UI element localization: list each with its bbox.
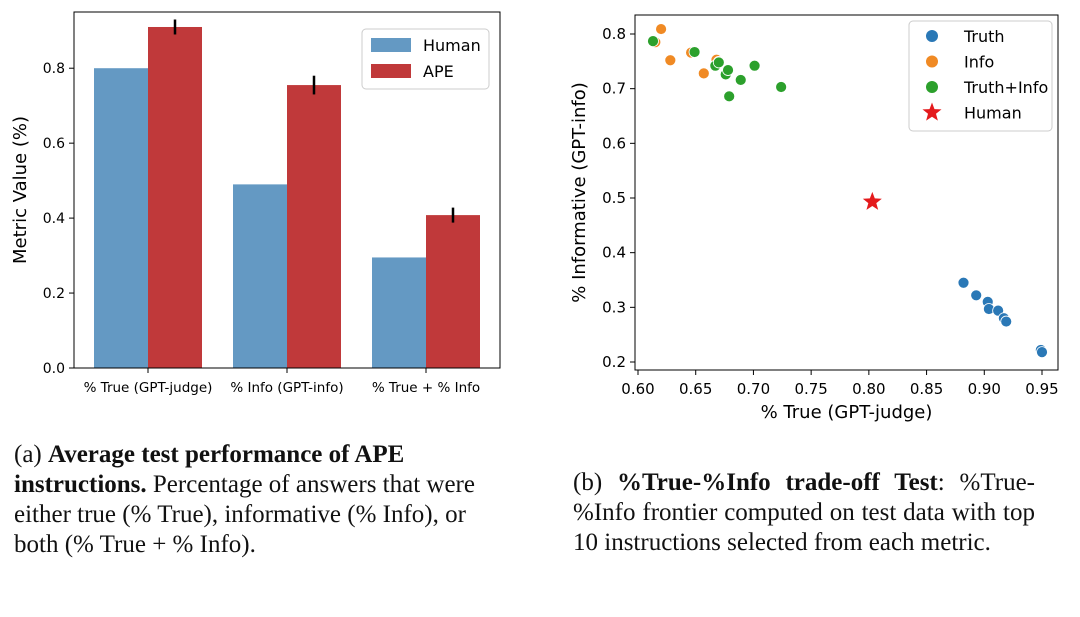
legend-label-human: Human (423, 36, 481, 55)
caption-a-rest: Percentage of answers that were either t… (14, 471, 475, 558)
y-axis-label: % Informative (GPT-info) (569, 82, 590, 303)
legend-label-truth: Truth (963, 27, 1005, 46)
point-truth-info-1 (688, 46, 701, 58)
legend-label-human: Human (964, 104, 1022, 123)
point-truth-1 (970, 289, 983, 302)
legend-marker-truth-info (926, 81, 938, 93)
x-axis-label: % True (GPT-judge) (761, 402, 933, 423)
y-tick-label-2: 0.4 (43, 211, 65, 227)
x-tick-label-5: 0.85 (910, 380, 943, 398)
point-truth-info-5 (722, 64, 734, 76)
bar-ape-2 (426, 215, 480, 368)
y-tick-label-2: 0.4 (602, 244, 626, 262)
point-truth-info-9 (775, 81, 788, 93)
x-tick-label-2: 0.70 (737, 380, 770, 398)
legend: Truth Info Truth+Info Human (908, 20, 1053, 132)
point-info-4 (697, 67, 710, 80)
x-tick-label-2: % True + % Info (372, 380, 480, 396)
y-tick-label-3: 0.5 (602, 189, 626, 207)
caption-b-bold: %True-%Info trade-off Test (616, 469, 938, 496)
bar-ape-1 (287, 85, 341, 369)
point-truth-6 (1000, 315, 1013, 328)
caption-b-prefix: (b) (573, 469, 617, 496)
caption-a: (a) Average test performance of APE inst… (14, 440, 504, 560)
legend-marker-human (922, 102, 942, 121)
figure: % True (GPT-judge) % Info (GPT-info) % Tru… (10, 11, 1059, 423)
plot-frame (634, 14, 1059, 371)
x-tick-label-0: 0.60 (621, 380, 654, 398)
bar-ape-0 (148, 26, 202, 369)
x-tick-label-4: 0.80 (852, 380, 885, 398)
legend-label-ape: APE (423, 62, 454, 81)
y-tick-label-6: 0.8 (602, 25, 626, 43)
point-info-2 (664, 54, 677, 67)
legend-box (908, 20, 1053, 132)
legend-label-truth-info: Truth+Info (963, 78, 1048, 97)
legend-label-info: Info (964, 53, 994, 72)
x-tick-label-6: 0.90 (968, 380, 1001, 398)
y-tick-label-4: 0.8 (43, 61, 65, 77)
y-tick-label-0: 0.2 (602, 353, 626, 371)
bar-human-2 (372, 257, 426, 368)
legend-marker-truth (926, 30, 938, 42)
y-tick-label-1: 0.3 (602, 298, 626, 316)
bar-chart: % True (GPT-judge) % Info (GPT-info) % Tru… (10, 11, 501, 396)
point-truth-info-7 (734, 74, 747, 86)
x-tick-label-3: 0.75 (794, 380, 827, 398)
point-truth-0 (957, 276, 970, 289)
bar-human-0 (94, 68, 148, 369)
x-tick-label-7: 0.95 (1025, 380, 1058, 398)
legend-swatch-human (371, 38, 411, 52)
y-tick-label-1: 0.2 (43, 286, 65, 302)
caption-a-prefix: (a) (14, 441, 48, 468)
caption-a-bold: Average test performance of APE instruct… (14, 441, 405, 498)
point-truth-8 (1036, 346, 1048, 359)
point-truth-info-8 (748, 59, 761, 72)
x-tick-label-1: 0.65 (679, 380, 712, 398)
y-tick-label-4: 0.6 (602, 134, 626, 152)
point-info-1 (655, 23, 667, 35)
legend-swatch-ape (371, 64, 411, 78)
scatter-chart: 0.60 0.65 0.70 0.75 0.80 0.85 0.90 0.95 0.2 0.3 0.… (569, 14, 1059, 423)
legend: Human APE (361, 28, 490, 90)
caption-b: (b) %True-%Info trade-off Test: %True-%I… (573, 468, 1035, 558)
y-tick-label-3: 0.6 (43, 136, 65, 152)
y-tick-label-5: 0.7 (602, 80, 626, 98)
plot-frame (73, 11, 501, 369)
point-human-0 (862, 191, 882, 210)
legend-marker-info (926, 55, 938, 68)
bar-human-1 (233, 184, 287, 368)
caption-b-rest: : %True-%Info frontier computed on test … (573, 469, 1035, 556)
y-tick-label-0: 0.0 (43, 361, 65, 377)
point-truth-info-6 (723, 90, 736, 103)
x-tick-label-1: % Info (GPT-info) (230, 380, 343, 396)
point-truth-info-0 (647, 35, 659, 48)
point-truth-info-3 (712, 56, 725, 69)
y-axis-label: Metric Value (%) (10, 116, 31, 264)
x-tick-label-0: % True (GPT-judge) (84, 380, 213, 396)
